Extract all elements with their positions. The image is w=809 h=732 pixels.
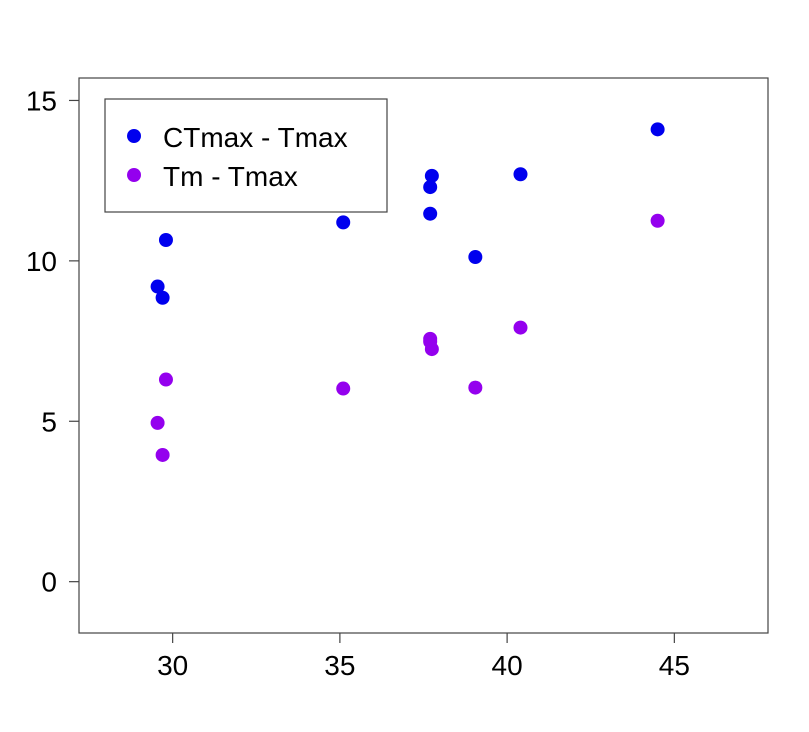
- legend-box: [104, 98, 388, 213]
- y-tick-label: 5: [41, 406, 57, 437]
- legend-marker-tm: [127, 168, 141, 182]
- ctmax-point: [423, 206, 438, 221]
- y-tick-label: 0: [41, 567, 57, 598]
- legend-label-tm: Tm - Tmax: [163, 161, 298, 192]
- ctmax-point: [468, 250, 483, 265]
- tm-point: [158, 372, 173, 387]
- ctmax-point: [150, 279, 165, 294]
- ctmax-point: [155, 290, 170, 305]
- x-axis: 30 35 40 45: [157, 633, 690, 681]
- x-tick-label: 45: [659, 650, 690, 681]
- legend-marker-ctmax: [127, 129, 141, 143]
- legend: CTmax - Tmax Tm - Tmax: [104, 98, 388, 213]
- data-points: [150, 122, 665, 462]
- legend-label-ctmax: CTmax - Tmax: [163, 122, 348, 153]
- ctmax-point: [650, 122, 665, 137]
- ctmax-point: [423, 180, 438, 195]
- x-tick-label: 30: [157, 650, 188, 681]
- tm-point: [650, 213, 665, 228]
- ctmax-point: [424, 168, 439, 183]
- ctmax-point: [513, 167, 528, 182]
- ctmax-point: [158, 233, 173, 248]
- tm-point: [336, 381, 351, 396]
- tm-point: [468, 380, 483, 395]
- ctmax-point: [336, 215, 351, 230]
- tm-point: [150, 415, 165, 430]
- tm-point: [424, 342, 439, 357]
- y-axis: 0 5 10 15: [26, 85, 79, 598]
- tm-point: [423, 331, 438, 346]
- y-tick-label: 10: [26, 246, 57, 277]
- tm-point: [155, 447, 170, 462]
- x-tick-label: 35: [324, 650, 355, 681]
- tm-point: [513, 320, 528, 335]
- y-tick-label: 15: [26, 85, 57, 116]
- x-tick-label: 40: [492, 650, 523, 681]
- plot-frame: [78, 77, 769, 634]
